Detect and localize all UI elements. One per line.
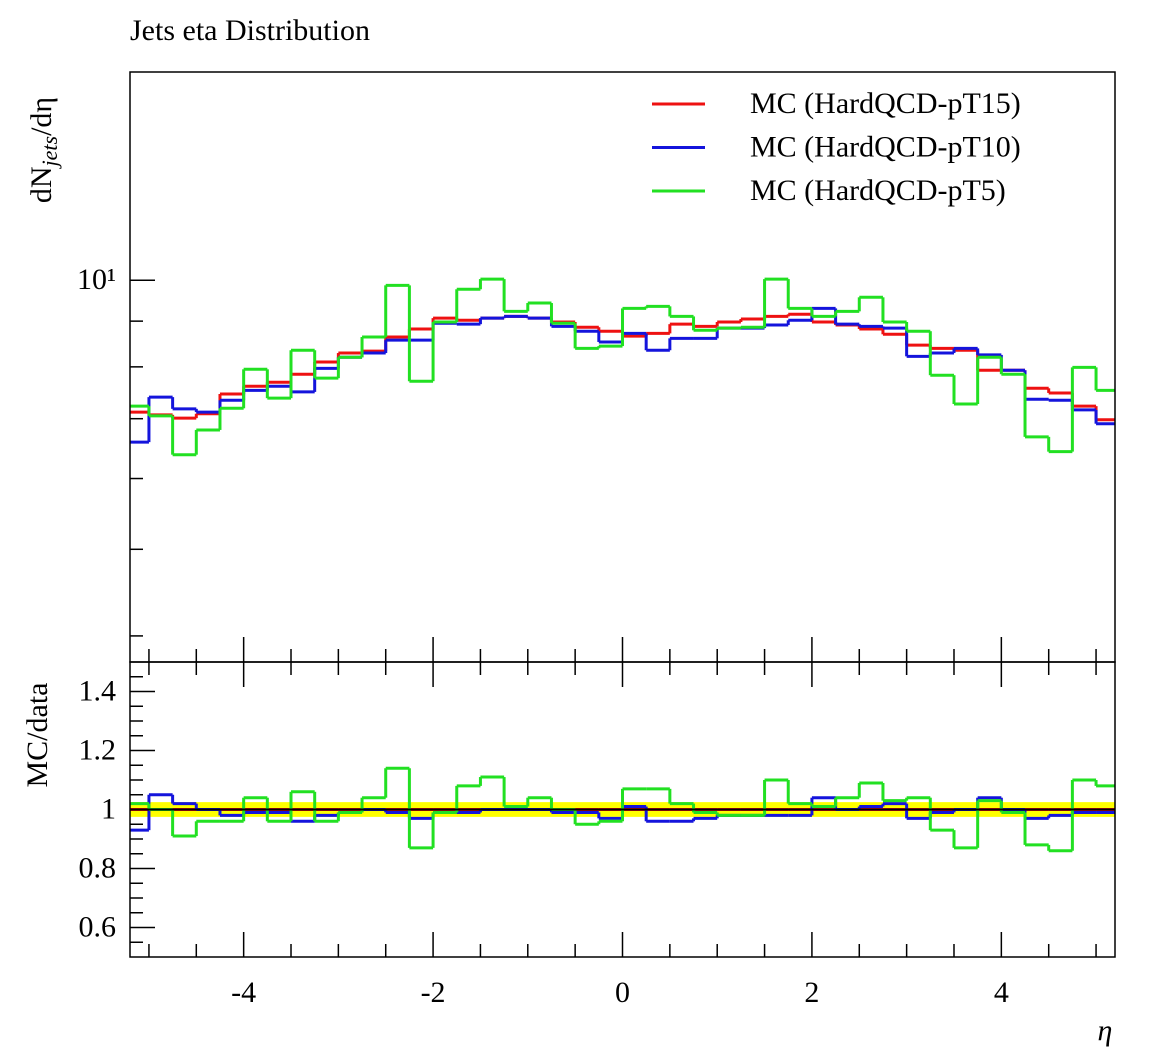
- ratio-y-axis-label: MC/data: [21, 683, 54, 788]
- y-tick-label: 1.4: [79, 674, 117, 707]
- y-label-rest: /dη: [25, 97, 58, 136]
- legend-label: MC (HardQCD-pT15): [750, 87, 1021, 120]
- x-tick-label: -2: [421, 976, 446, 1009]
- x-tick-label: -4: [231, 976, 256, 1009]
- x-axis-label: η: [1098, 1014, 1113, 1047]
- y-tick-label: 10¹: [77, 263, 116, 296]
- legend-label: MC (HardQCD-pT5): [750, 174, 1006, 207]
- y-tick-label: 1.2: [79, 733, 117, 766]
- x-tick-label: 4: [994, 976, 1009, 1009]
- y-axis-label: dNjets/dη: [25, 97, 62, 203]
- x-tick-label: 2: [804, 976, 819, 1009]
- y-tick-label: 0.6: [79, 910, 117, 943]
- y-tick-label: 1: [101, 792, 116, 825]
- y-label-main: dN: [25, 166, 58, 203]
- chart-title: Jets eta Distribution: [130, 14, 370, 47]
- x-tick-label: 0: [615, 976, 630, 1009]
- legend-label: MC (HardQCD-pT10): [750, 130, 1021, 163]
- y-tick-label: 0.8: [79, 851, 117, 884]
- y-label-sub: jets: [37, 136, 62, 170]
